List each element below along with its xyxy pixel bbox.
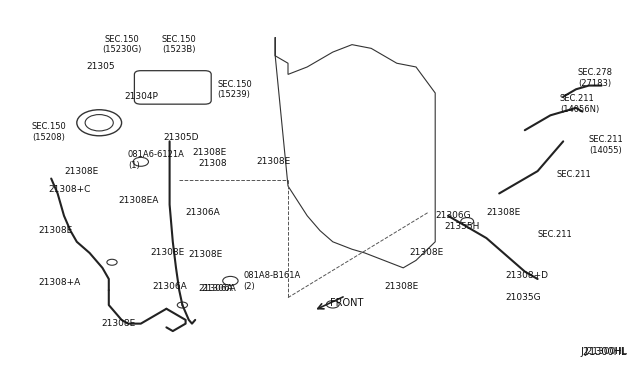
Text: 21308E: 21308E [38,226,73,235]
Text: 21308EA: 21308EA [118,196,159,205]
Text: 21308E: 21308E [189,250,223,259]
Text: 21306A: 21306A [202,284,236,293]
Text: 21308E: 21308E [192,148,227,157]
Text: 21308E: 21308E [486,208,521,217]
Text: 21306A: 21306A [198,284,233,293]
Text: SEC.211: SEC.211 [557,170,591,179]
Text: 081A8-B161A
(2): 081A8-B161A (2) [243,271,300,291]
Text: J21300HL: J21300HL [580,347,627,357]
Text: J21300HL: J21300HL [584,347,627,356]
Text: 21308E: 21308E [150,248,185,257]
Text: 21035G: 21035G [506,293,541,302]
Text: SEC.150
(15208): SEC.150 (15208) [32,122,67,142]
Text: 21305: 21305 [86,62,115,71]
Text: 21306A: 21306A [186,208,220,217]
Text: 21308+C: 21308+C [48,185,90,194]
Text: SEC.211
(14055): SEC.211 (14055) [589,135,623,155]
Text: 21308E: 21308E [410,248,444,257]
Text: SEC.150
(15230G): SEC.150 (15230G) [102,35,141,54]
Text: 21306G: 21306G [435,211,471,220]
Text: 21306A: 21306A [152,282,187,291]
Text: 21308E: 21308E [101,319,136,328]
Text: 21308E: 21308E [384,282,419,291]
Text: SEC.150
(1523B): SEC.150 (1523B) [162,35,196,54]
Text: SEC.211: SEC.211 [538,230,572,239]
Text: 21305D: 21305D [163,133,198,142]
Text: SEC.211
(14056N): SEC.211 (14056N) [560,94,599,114]
Text: 21308E: 21308E [64,167,99,176]
Text: SEC.278
(27183): SEC.278 (27183) [578,68,612,88]
Text: 21308: 21308 [198,159,227,168]
Text: 081A6-6121A
(1): 081A6-6121A (1) [128,150,185,170]
Text: SEC.150
(15239): SEC.150 (15239) [218,80,252,99]
Text: 21304P: 21304P [125,92,159,101]
Text: 21308+D: 21308+D [506,271,548,280]
Text: 21355H: 21355H [445,222,480,231]
Text: FRONT: FRONT [330,298,363,308]
Text: 21308E: 21308E [256,157,291,166]
Text: 21308+A: 21308+A [38,278,81,287]
